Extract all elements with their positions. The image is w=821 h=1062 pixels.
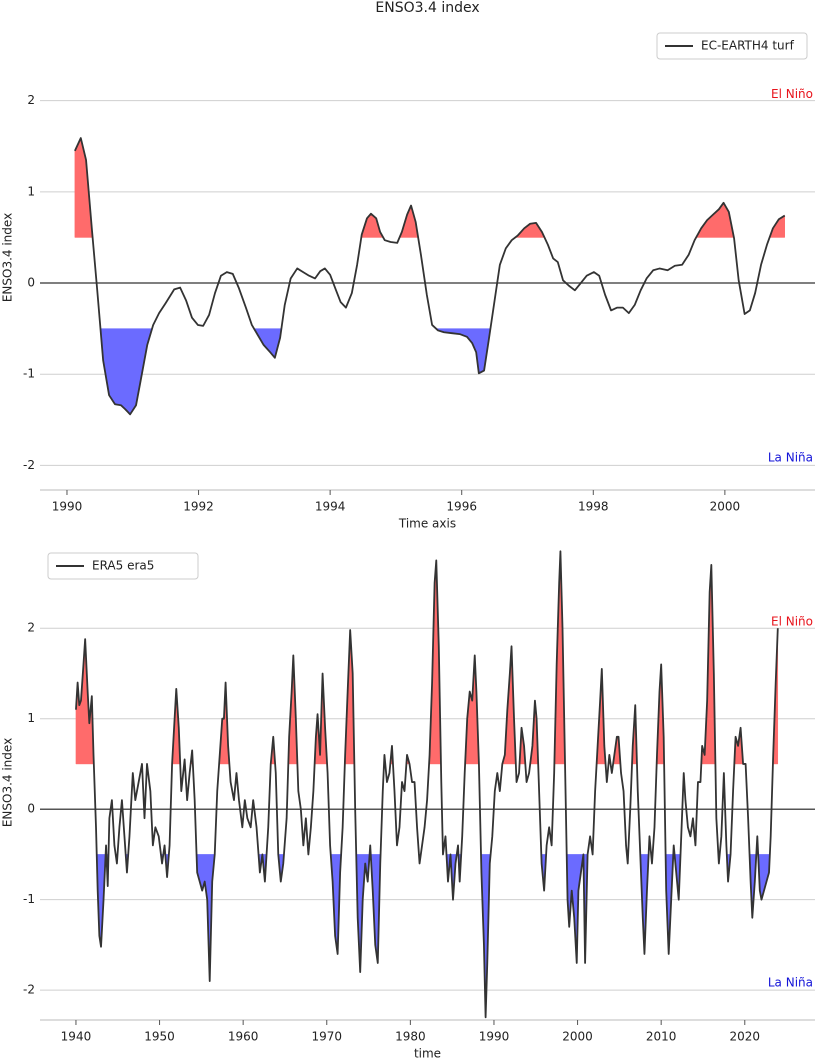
x-tick-label: 2020 bbox=[730, 1030, 761, 1044]
y-tick-label: 0 bbox=[27, 802, 35, 816]
la-nina-fill bbox=[100, 328, 153, 415]
y-tick-label: -2 bbox=[23, 983, 35, 997]
x-tick-label: 2000 bbox=[710, 500, 741, 514]
el-nino-label: El Niño bbox=[771, 614, 813, 628]
x-tick-label: 1990 bbox=[479, 1030, 510, 1044]
x-tick-label: 1980 bbox=[395, 1030, 426, 1044]
x-tick-label: 1940 bbox=[61, 1030, 92, 1044]
x-axis-label: time bbox=[414, 1047, 441, 1059]
el-nino-fill bbox=[695, 202, 735, 238]
x-tick-label: 1990 bbox=[52, 500, 83, 514]
legend-label: ERA5 era5 bbox=[92, 559, 154, 573]
x-tick-label: 1996 bbox=[446, 500, 477, 514]
y-tick-label: 1 bbox=[27, 184, 35, 198]
legend-box bbox=[656, 32, 808, 60]
x-tick-label: 1960 bbox=[228, 1030, 259, 1044]
legend-label: EC-EARTH4 turf bbox=[701, 39, 795, 53]
chart-title: ENSO3.4 index bbox=[375, 0, 479, 16]
la-nina-label: La Niña bbox=[768, 451, 813, 465]
series-line bbox=[74, 137, 786, 416]
y-tick-label: -2 bbox=[23, 458, 35, 472]
y-tick-label: 0 bbox=[27, 276, 35, 290]
y-tick-label: 2 bbox=[27, 621, 35, 635]
x-tick-label: 1992 bbox=[183, 500, 214, 514]
x-axis-label: Time axis bbox=[398, 517, 456, 531]
x-tick-label: 1994 bbox=[315, 500, 346, 514]
x-tick-label: 1998 bbox=[578, 500, 609, 514]
series-line bbox=[75, 550, 779, 1019]
y-axis-label: ENSO3.4 index bbox=[1, 738, 15, 827]
y-tick-label: 2 bbox=[27, 93, 35, 107]
la-nina-fill bbox=[253, 328, 282, 359]
legend-box bbox=[47, 552, 199, 580]
y-tick-label: -1 bbox=[23, 892, 35, 906]
x-tick-label: 2010 bbox=[646, 1030, 677, 1044]
y-axis-label: ENSO3.4 index bbox=[1, 213, 15, 302]
la-nina-label: La Niña bbox=[768, 975, 813, 989]
y-tick-label: 1 bbox=[27, 711, 35, 725]
legend: ERA5 era5 bbox=[47, 552, 199, 580]
y-tick-label: -1 bbox=[23, 367, 35, 381]
x-tick-label: 2000 bbox=[562, 1030, 593, 1044]
el-nino-label: El Niño bbox=[771, 87, 813, 101]
x-tick-label: 1970 bbox=[311, 1030, 342, 1044]
x-tick-label: 1950 bbox=[144, 1030, 175, 1044]
legend: EC-EARTH4 turf bbox=[656, 32, 808, 60]
el-nino-fill bbox=[769, 215, 785, 238]
